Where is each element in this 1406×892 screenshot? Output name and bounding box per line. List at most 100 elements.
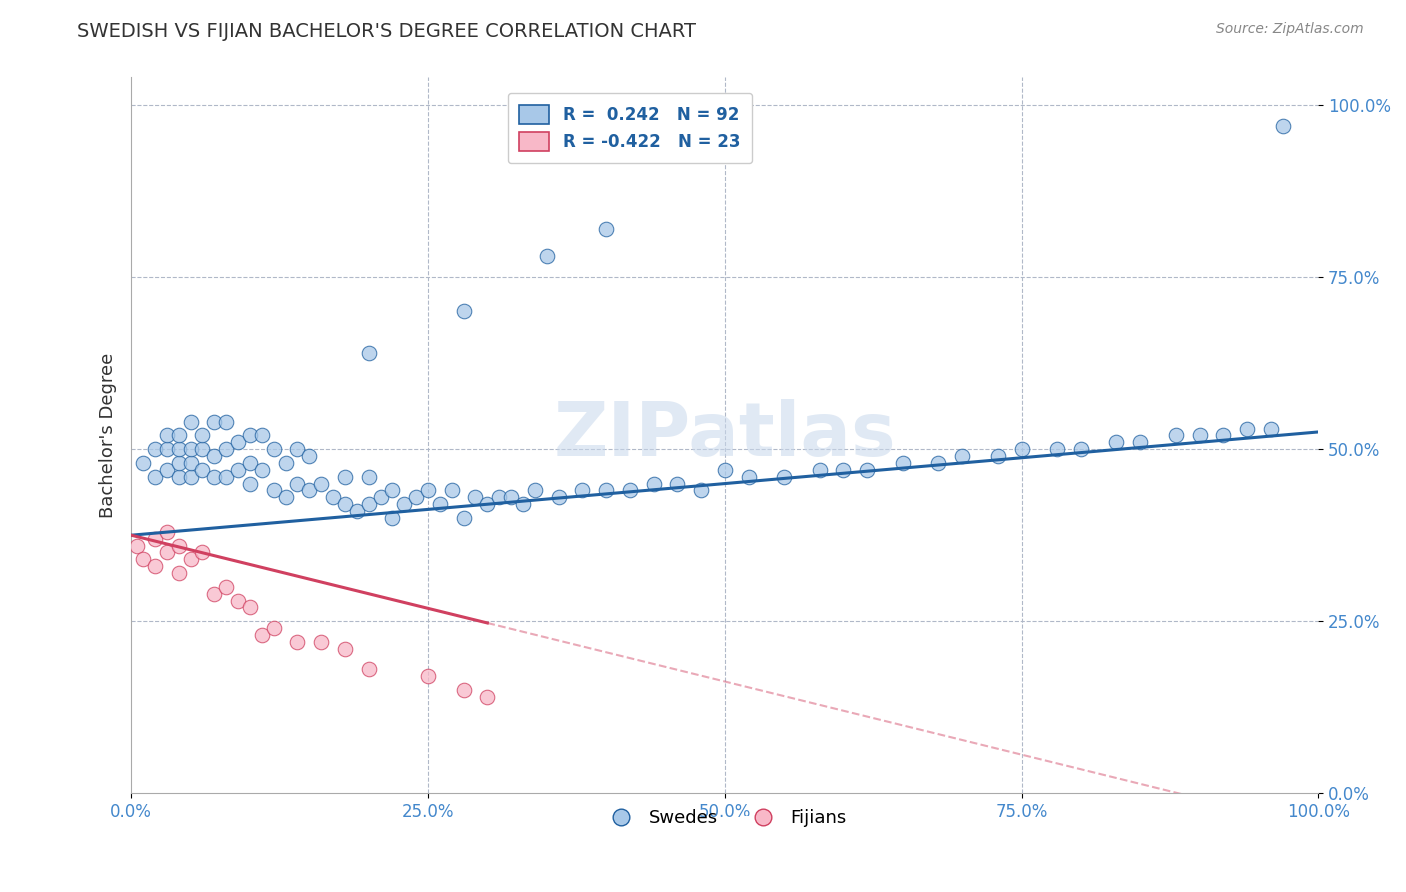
Point xyxy=(263,621,285,635)
Point xyxy=(713,463,735,477)
Point xyxy=(250,463,273,477)
Point xyxy=(156,442,179,457)
Point xyxy=(1070,442,1092,457)
Point xyxy=(1164,428,1187,442)
Y-axis label: Bachelor's Degree: Bachelor's Degree xyxy=(100,352,117,518)
Point xyxy=(202,415,225,429)
Point xyxy=(1188,428,1211,442)
Point xyxy=(856,463,879,477)
Point xyxy=(405,491,427,505)
Point xyxy=(127,539,149,553)
Point xyxy=(322,491,344,505)
Point xyxy=(737,469,759,483)
Point xyxy=(773,469,796,483)
Point xyxy=(226,463,249,477)
Point xyxy=(263,442,285,457)
Point xyxy=(381,483,404,498)
Point xyxy=(191,545,214,559)
Point xyxy=(202,469,225,483)
Point xyxy=(571,483,593,498)
Point xyxy=(666,476,689,491)
Point xyxy=(357,662,380,676)
Point xyxy=(1046,442,1069,457)
Point xyxy=(143,469,166,483)
Point xyxy=(416,483,439,498)
Point xyxy=(226,435,249,450)
Point xyxy=(595,222,617,236)
Legend: Swedes, Fijians: Swedes, Fijians xyxy=(596,802,853,834)
Point xyxy=(239,428,262,442)
Point xyxy=(1011,442,1033,457)
Point xyxy=(512,497,534,511)
Point xyxy=(987,449,1010,463)
Point xyxy=(143,442,166,457)
Point xyxy=(215,415,238,429)
Text: Source: ZipAtlas.com: Source: ZipAtlas.com xyxy=(1216,22,1364,37)
Point xyxy=(1260,421,1282,435)
Point xyxy=(536,249,558,263)
Point xyxy=(180,552,202,566)
Point xyxy=(464,491,486,505)
Point xyxy=(167,539,190,553)
Point xyxy=(333,641,356,656)
Point xyxy=(891,456,914,470)
Point xyxy=(156,463,179,477)
Point xyxy=(191,428,214,442)
Point xyxy=(643,476,665,491)
Point xyxy=(180,469,202,483)
Point xyxy=(143,532,166,546)
Point xyxy=(357,497,380,511)
Point xyxy=(191,463,214,477)
Point xyxy=(191,442,214,457)
Point xyxy=(357,346,380,360)
Point xyxy=(690,483,713,498)
Point xyxy=(357,469,380,483)
Point xyxy=(202,449,225,463)
Point xyxy=(250,628,273,642)
Point xyxy=(298,483,321,498)
Point xyxy=(167,442,190,457)
Point xyxy=(180,442,202,457)
Point xyxy=(239,476,262,491)
Point xyxy=(167,428,190,442)
Point xyxy=(1212,428,1234,442)
Text: SWEDISH VS FIJIAN BACHELOR'S DEGREE CORRELATION CHART: SWEDISH VS FIJIAN BACHELOR'S DEGREE CORR… xyxy=(77,22,696,41)
Point xyxy=(263,483,285,498)
Point xyxy=(287,635,309,649)
Point xyxy=(547,491,569,505)
Point xyxy=(132,456,155,470)
Point xyxy=(180,415,202,429)
Point xyxy=(239,600,262,615)
Point xyxy=(202,587,225,601)
Point xyxy=(346,504,368,518)
Point xyxy=(1271,119,1294,133)
Point xyxy=(226,593,249,607)
Point xyxy=(370,491,392,505)
Text: ZIPatlas: ZIPatlas xyxy=(554,399,896,472)
Point xyxy=(595,483,617,498)
Point xyxy=(287,442,309,457)
Point xyxy=(1129,435,1152,450)
Point xyxy=(1105,435,1128,450)
Point xyxy=(274,491,297,505)
Point xyxy=(416,669,439,683)
Point xyxy=(1236,421,1258,435)
Point xyxy=(523,483,546,498)
Point xyxy=(156,428,179,442)
Point xyxy=(333,469,356,483)
Point xyxy=(298,449,321,463)
Point xyxy=(215,469,238,483)
Point xyxy=(440,483,463,498)
Point xyxy=(453,511,475,525)
Point xyxy=(167,566,190,580)
Point xyxy=(167,469,190,483)
Point xyxy=(477,690,499,704)
Point xyxy=(477,497,499,511)
Point xyxy=(381,511,404,525)
Point xyxy=(167,456,190,470)
Point xyxy=(309,476,332,491)
Point xyxy=(501,491,523,505)
Point xyxy=(832,463,855,477)
Point xyxy=(180,456,202,470)
Point xyxy=(309,635,332,649)
